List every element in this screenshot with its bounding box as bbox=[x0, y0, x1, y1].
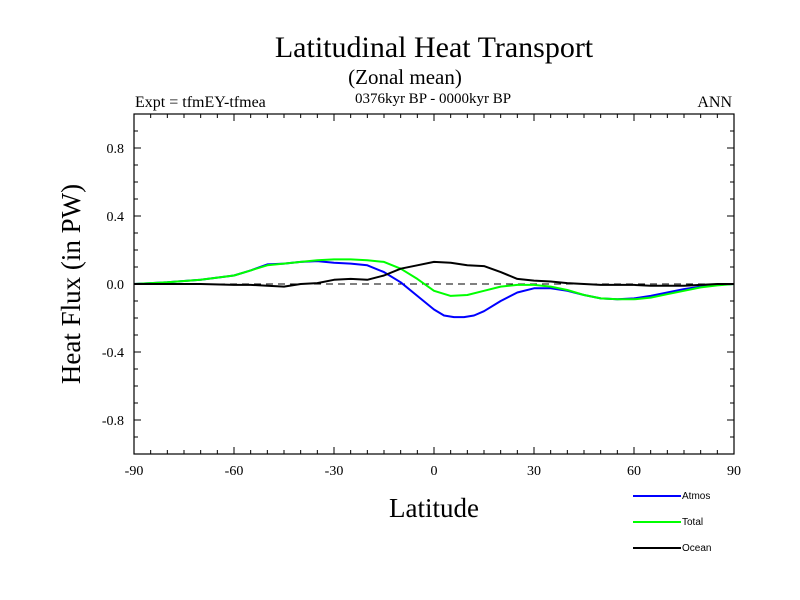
y-tick-label: -0.8 bbox=[102, 414, 124, 429]
x-axis-ticks: -90 -60 -30 0 30 60 90 bbox=[125, 114, 741, 479]
experiment-label: Expt = tfmEY-tfmea bbox=[135, 94, 266, 111]
series-line-ocean bbox=[134, 260, 734, 288]
legend: Atmos Total Ocean bbox=[633, 491, 711, 554]
x-tick-label: -90 bbox=[125, 464, 144, 479]
legend-label-total: Total bbox=[682, 517, 703, 528]
x-tick-label: 60 bbox=[627, 464, 641, 479]
y-tick-label: 0.8 bbox=[107, 142, 125, 157]
y-tick-label: 0.4 bbox=[107, 210, 125, 225]
y-tick-label: -0.4 bbox=[102, 346, 124, 361]
x-axis-label: Latitude bbox=[389, 493, 479, 523]
x-tick-label: -30 bbox=[325, 464, 344, 479]
series-line-total bbox=[133, 258, 735, 301]
y-tick-label: 0.0 bbox=[107, 278, 125, 293]
season-label: ANN bbox=[697, 94, 732, 111]
y-axis-label: Heat Flux (in PW) bbox=[56, 184, 86, 384]
series-line-atmos bbox=[133, 260, 735, 319]
legend-label-atmos: Atmos bbox=[682, 491, 710, 502]
legend-label-ocean: Ocean bbox=[682, 543, 711, 554]
y-axis-ticks: -0.8 -0.4 0.0 0.4 0.8 bbox=[102, 113, 734, 455]
series-lines bbox=[133, 258, 735, 319]
chart-subtitle: (Zonal mean) bbox=[348, 65, 462, 89]
x-tick-label: 0 bbox=[431, 464, 438, 479]
chart-title: Latitudinal Heat Transport bbox=[275, 31, 594, 64]
x-tick-label: 30 bbox=[527, 464, 541, 479]
time-range-label: 0376kyr BP - 0000kyr BP bbox=[355, 91, 511, 107]
x-tick-label: -60 bbox=[225, 464, 244, 479]
x-tick-label: 90 bbox=[727, 464, 741, 479]
